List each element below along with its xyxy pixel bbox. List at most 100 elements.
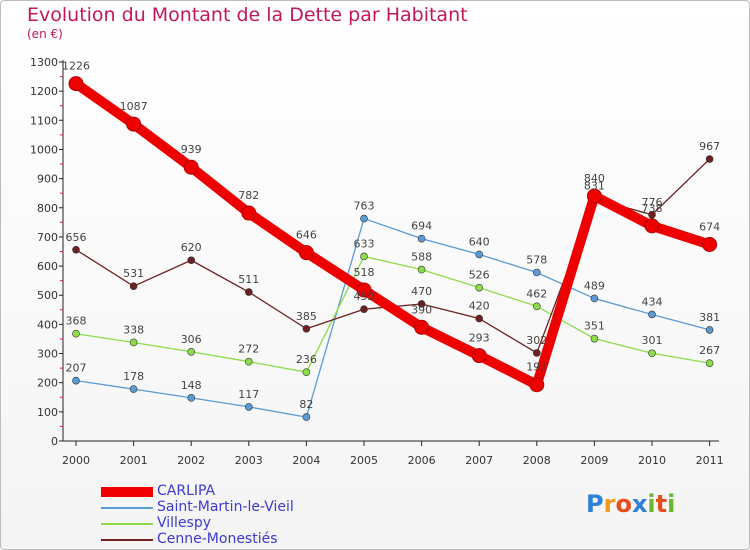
data-label-cenne-monesties: 420	[469, 300, 490, 313]
y-tick-label: 500	[37, 289, 58, 302]
data-point-saint-martin-le-vieil	[590, 294, 599, 303]
series-line-saint-martin-le-vieil	[75, 217, 711, 418]
legend-label: Villespy	[157, 515, 212, 531]
data-point-carlipa	[414, 319, 430, 335]
legend-swatch	[101, 539, 153, 541]
data-point-cenne-monesties	[129, 282, 138, 290]
data-point-villespy	[129, 338, 138, 347]
data-label-saint-martin-le-vieil: 694	[411, 220, 432, 233]
logo-letter: i	[647, 490, 656, 518]
chart-unit-label: (en €)	[27, 27, 63, 41]
data-label-villespy: 526	[469, 269, 490, 282]
data-point-carlipa	[298, 245, 314, 261]
y-tick-label: 1100	[30, 114, 58, 127]
data-label-villespy: 462	[526, 287, 547, 300]
data-label-carlipa: 840	[584, 172, 605, 185]
data-label-cenne-monesties: 967	[699, 140, 720, 153]
x-tick-label: 2006	[408, 454, 436, 467]
data-label-cenne-monesties: 385	[296, 310, 317, 323]
data-label-cenne-monesties: 511	[238, 273, 259, 286]
data-label-saint-martin-le-vieil: 82	[299, 398, 313, 411]
data-point-carlipa	[702, 237, 718, 253]
data-label-cenne-monesties: 776	[642, 196, 663, 209]
y-tick-label: 600	[37, 260, 58, 273]
logo-letter: o	[615, 490, 632, 518]
data-label-saint-martin-le-vieil: 489	[584, 279, 605, 292]
y-tick-label: 0	[51, 435, 58, 448]
data-point-cenne-monesties	[245, 288, 253, 296]
data-label-saint-martin-le-vieil: 178	[123, 370, 144, 383]
data-point-saint-martin-le-vieil	[72, 376, 80, 385]
data-label-saint-martin-le-vieil: 381	[699, 311, 720, 324]
data-point-villespy	[187, 347, 195, 356]
y-tick-label: 800	[37, 202, 58, 215]
y-tick-label: 300	[37, 348, 58, 361]
y-tick-label: 400	[37, 318, 58, 331]
data-label-saint-martin-le-vieil: 148	[181, 379, 202, 392]
data-point-cenne-monesties	[648, 210, 656, 219]
series-line-cenne-monesties	[75, 158, 711, 354]
data-label-cenne-monesties: 656	[66, 231, 87, 244]
data-label-carlipa: 646	[296, 229, 317, 242]
data-point-carlipa	[183, 159, 199, 175]
data-label-carlipa: 293	[469, 332, 490, 345]
data-label-carlipa: 939	[181, 143, 202, 156]
data-point-cenne-monesties	[187, 256, 195, 265]
logo-letter: t	[655, 490, 668, 518]
data-point-carlipa	[126, 116, 142, 132]
data-point-villespy	[302, 368, 311, 376]
data-point-villespy	[648, 349, 656, 358]
data-label-carlipa: 1226	[62, 60, 90, 73]
data-label-carlipa: 1087	[120, 100, 148, 113]
data-label-cenne-monesties: 831	[584, 180, 605, 193]
legend-label: Cenne-Monestiés	[157, 531, 278, 547]
y-tick-label: 900	[37, 173, 58, 186]
data-label-villespy: 588	[411, 251, 432, 264]
data-label-carlipa: 738	[642, 202, 663, 215]
data-label-cenne-monesties: 620	[181, 241, 202, 254]
data-point-carlipa	[644, 218, 660, 234]
data-label-villespy: 368	[66, 315, 87, 328]
data-point-saint-martin-le-vieil	[129, 385, 138, 393]
data-point-carlipa	[356, 282, 372, 298]
data-label-villespy: 272	[238, 343, 259, 356]
y-tick-label: 100	[37, 406, 58, 419]
legend-swatch	[101, 507, 153, 509]
data-label-villespy: 236	[296, 353, 317, 366]
x-tick-label: 2009	[580, 454, 608, 467]
data-point-cenne-monesties	[417, 300, 426, 308]
data-point-carlipa	[586, 188, 602, 204]
data-label-saint-martin-le-vieil: 640	[469, 235, 490, 248]
y-tick-label: 700	[37, 231, 58, 244]
series-line-carlipa	[71, 78, 715, 390]
x-tick-label: 2007	[465, 454, 493, 467]
data-label-villespy: 338	[123, 323, 144, 336]
data-label-villespy: 306	[181, 333, 202, 346]
data-point-villespy	[532, 302, 541, 311]
data-point-saint-martin-le-vieil	[360, 214, 368, 223]
data-point-saint-martin-le-vieil	[187, 394, 195, 402]
data-label-cenne-monesties: 452	[354, 290, 375, 303]
x-tick-label: 2005	[350, 454, 378, 467]
data-label-villespy: 267	[699, 344, 720, 357]
data-point-villespy	[417, 265, 426, 274]
proxiti-logo: Proxiti	[586, 490, 675, 518]
data-label-villespy: 633	[354, 237, 375, 250]
data-label-carlipa: 390	[411, 303, 432, 316]
x-tick-label: 2001	[120, 454, 148, 467]
data-point-saint-martin-le-vieil	[417, 234, 426, 243]
data-point-cenne-monesties	[302, 324, 311, 333]
data-label-villespy: 351	[584, 320, 605, 333]
data-label-saint-martin-le-vieil: 578	[526, 253, 547, 266]
data-point-cenne-monesties	[360, 305, 368, 314]
data-label-saint-martin-le-vieil: 207	[66, 362, 87, 375]
legend-label: Saint-Martin-le-Vieil	[157, 499, 294, 515]
data-point-cenne-monesties	[532, 349, 541, 357]
data-point-saint-martin-le-vieil	[302, 413, 311, 421]
data-label-carlipa: 518	[354, 266, 375, 279]
data-point-villespy	[590, 334, 599, 343]
x-tick-label: 2003	[235, 454, 263, 467]
data-point-villespy	[360, 252, 368, 261]
y-tick-label: 1200	[30, 85, 58, 98]
